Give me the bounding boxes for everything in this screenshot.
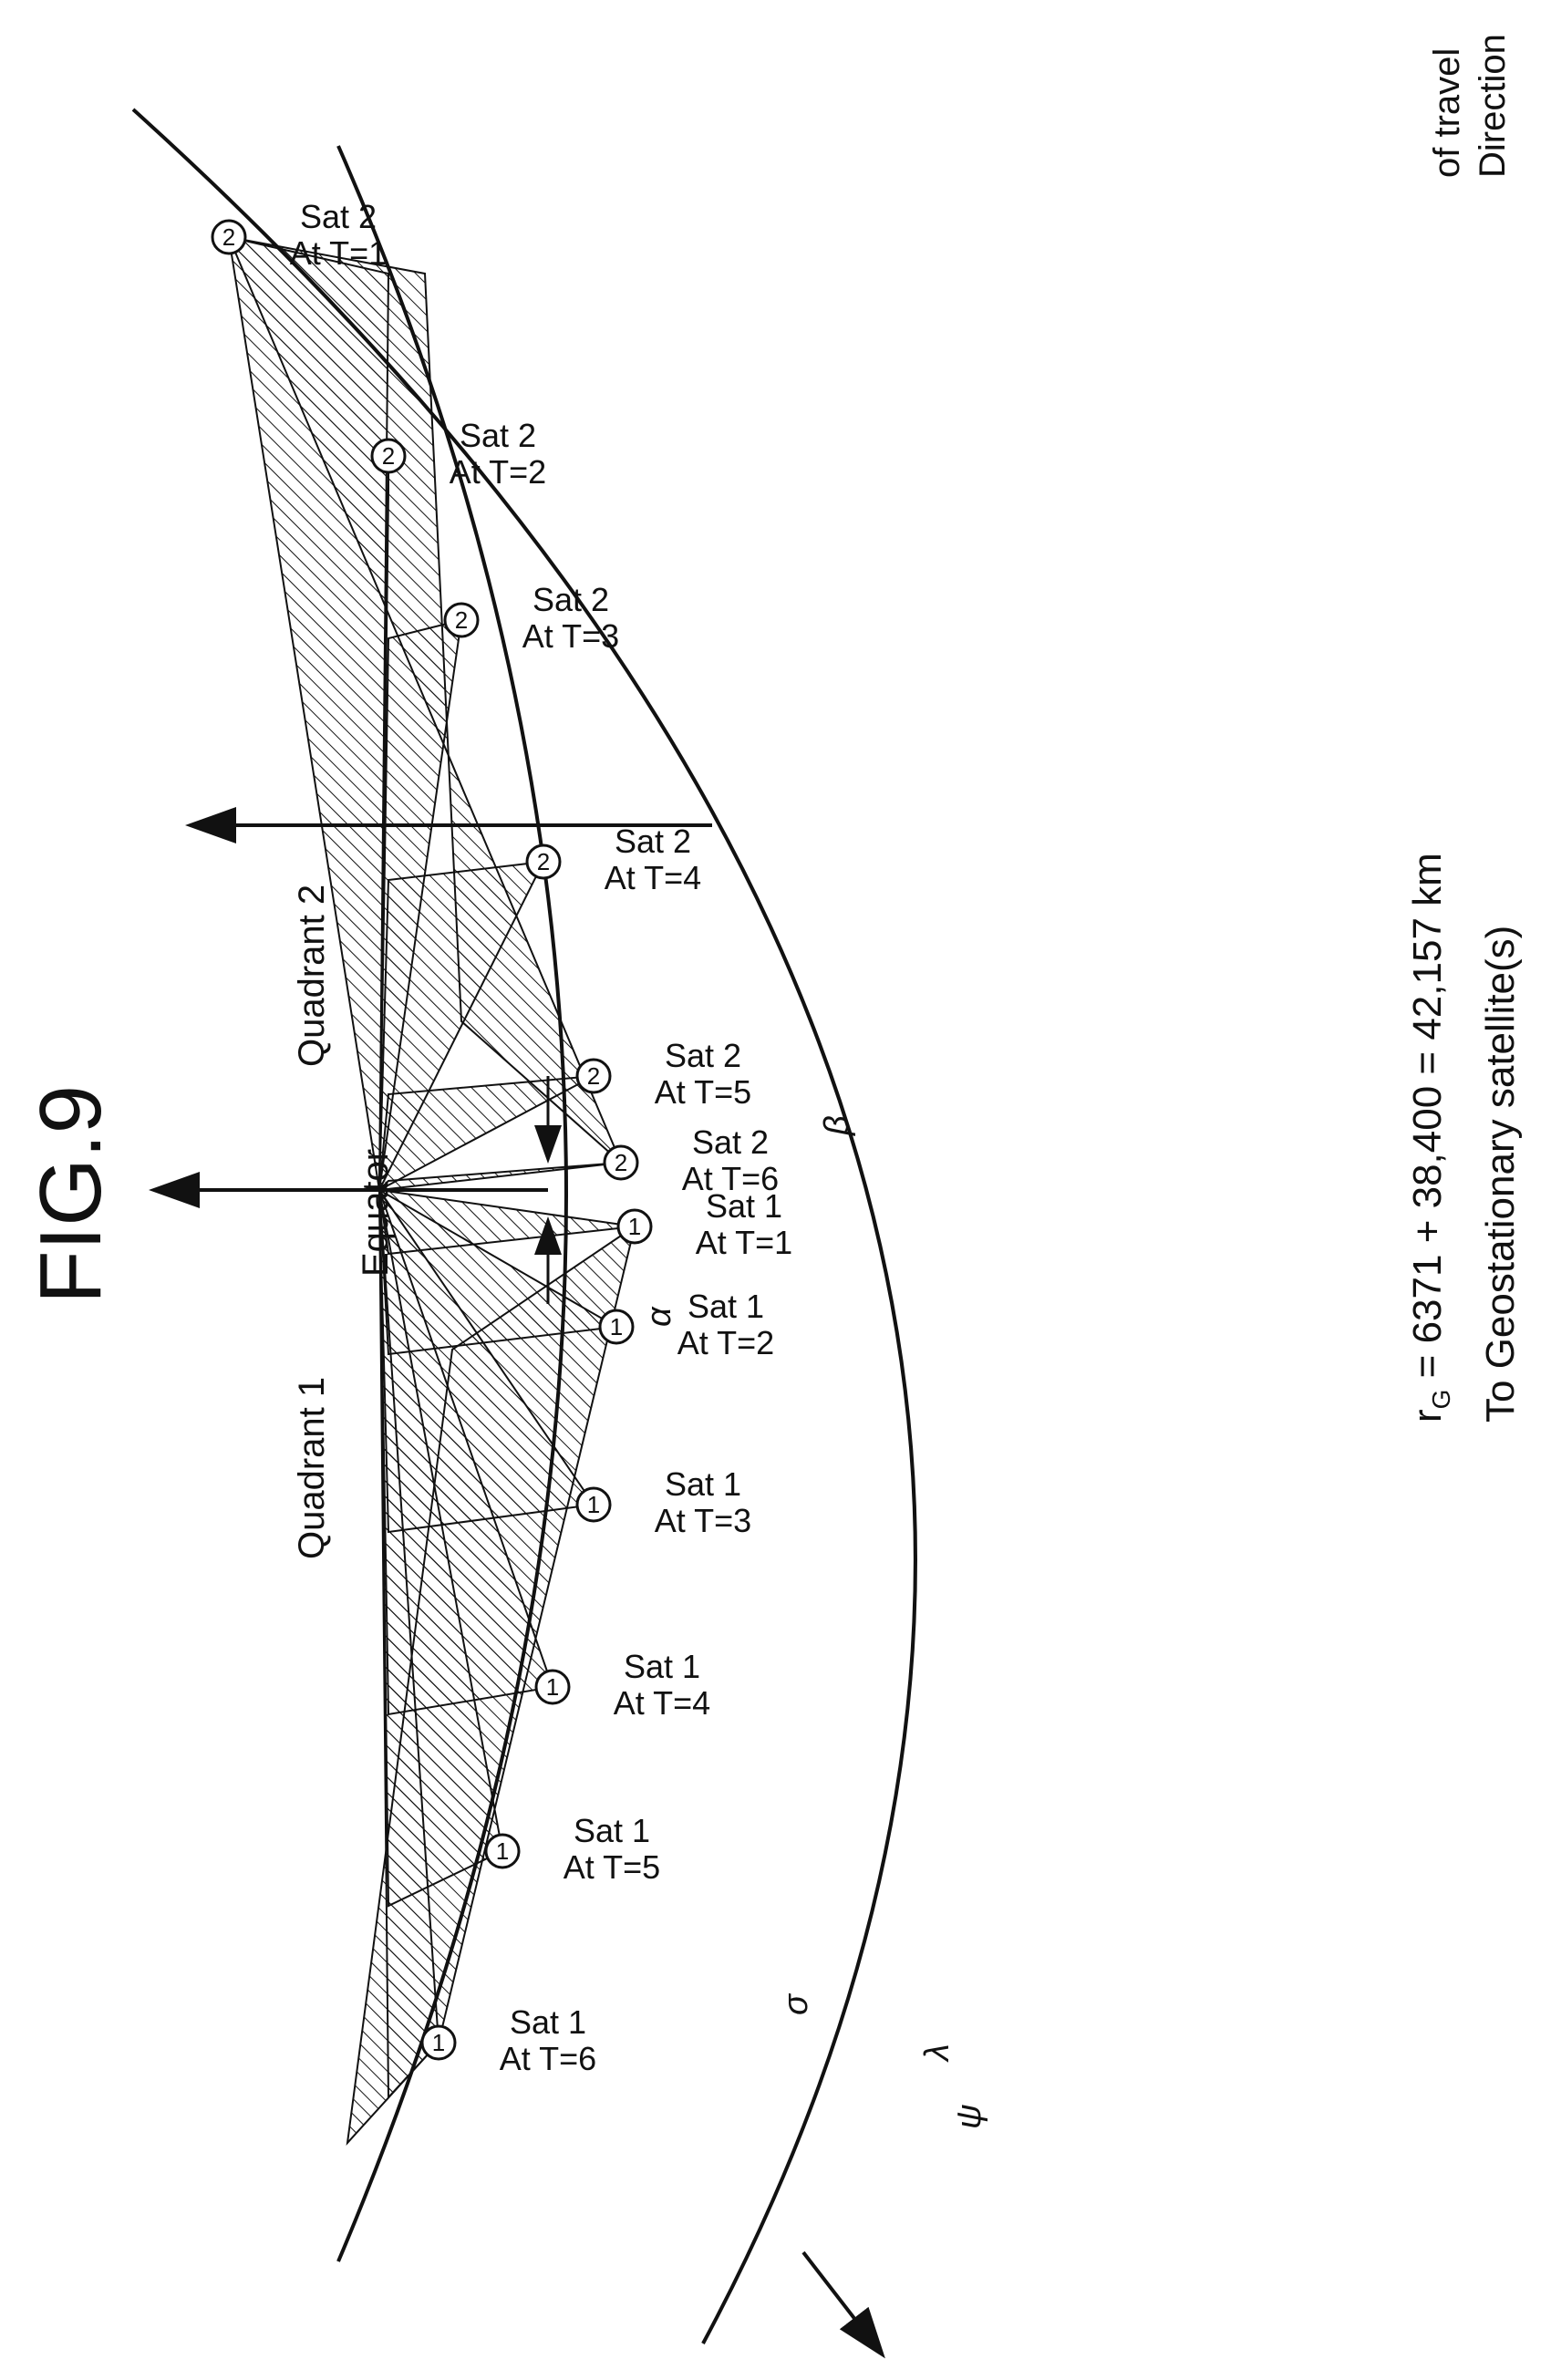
sat1-label-t1-sat: Sat 1 (706, 1187, 782, 1225)
sat1-marker-t2-number: 1 (610, 1313, 623, 1340)
sat2-marker-t1: 2 (212, 221, 245, 254)
sat2-label-t1-time: At T=1 (290, 234, 387, 272)
sat2-label-t3-time: At T=3 (522, 617, 619, 655)
sat2-marker-t5-number: 2 (587, 1062, 600, 1090)
sat1-label-t5-sat: Sat 1 (574, 1812, 650, 1849)
sat1-marker-t3: 1 (577, 1488, 610, 1521)
sat2-marker-t6-number: 2 (615, 1149, 627, 1176)
sat1-label-t6-time: At T=6 (500, 2040, 596, 2077)
sat2-label-t1-sat: Sat 2 (300, 198, 377, 235)
sat1-label-t4-time: At T=4 (614, 1684, 710, 1722)
sat2-label-t6-sat: Sat 2 (692, 1123, 769, 1161)
sat1-label-t1-time: At T=1 (696, 1224, 792, 1261)
sat2-marker-t4: 2 (527, 845, 560, 878)
header-line2: rG = 6371 + 38,400 = 42,157 km (1405, 853, 1455, 1423)
quadrant-2-label: Quadrant 2 (292, 885, 332, 1067)
sat1-label-t5-time: At T=5 (564, 1848, 660, 1886)
sat2-label-t2-sat: Sat 2 (460, 417, 536, 454)
sat1-marker-t3-number: 1 (587, 1491, 600, 1518)
sat1-label-t3-sat: Sat 1 (665, 1465, 741, 1503)
sat2-marker-t2-number: 2 (382, 442, 395, 470)
direction-line2: of travel (1427, 48, 1467, 178)
sat1-marker-t5: 1 (486, 1835, 519, 1868)
header-line1: To Geostationary satellite(s) (1478, 926, 1523, 1423)
sat1-label-t2-time: At T=2 (677, 1324, 774, 1361)
sat1-label-t2-sat: Sat 1 (688, 1288, 764, 1325)
sat1-label-t4-sat: Sat 1 (624, 1648, 700, 1685)
equator-label: Equator (356, 1149, 396, 1277)
sat2-marker-t2: 2 (372, 440, 405, 472)
sat1-marker-t1-number: 1 (628, 1213, 641, 1240)
sat2-label-t4-sat: Sat 2 (615, 823, 691, 860)
sat1-marker-t6: 1 (422, 2026, 455, 2059)
direction-arrow (803, 2252, 881, 2353)
sat2-marker-t5: 2 (577, 1060, 610, 1092)
figure-label: FIG.9 (22, 1085, 119, 1304)
sat2-label-t2-time: At T=2 (450, 453, 546, 491)
sat2-marker-t3: 2 (445, 604, 478, 636)
beta-symbol: β (818, 1115, 856, 1136)
sat2-label-t4-time: At T=4 (605, 859, 701, 896)
sat1-marker-t4: 1 (536, 1671, 569, 1703)
quadrant-1-label: Quadrant 1 (292, 1377, 332, 1559)
sat2-marker-t3-number: 2 (455, 606, 468, 634)
sat1-marker-t4-number: 1 (546, 1673, 559, 1701)
sat2-marker-t4-number: 2 (537, 848, 550, 875)
sat2-label-t5-sat: Sat 2 (665, 1037, 741, 1074)
sat1-marker-t6-number: 1 (432, 2029, 445, 2056)
sat2-label-t3-sat: Sat 2 (533, 581, 609, 618)
sat1-label-t6-sat: Sat 1 (510, 2003, 586, 2041)
sigma-symbol: σ (777, 1992, 815, 2015)
sat2-marker-t6: 2 (605, 1146, 637, 1179)
sat1-marker-t2: 1 (600, 1310, 633, 1343)
direction-line1: Direction (1473, 34, 1513, 178)
alpha-symbol: α (640, 1306, 678, 1327)
sat1-marker-t1: 1 (618, 1210, 651, 1243)
sat2-marker-t1-number: 2 (222, 223, 235, 251)
sat2-label-t5-time: At T=5 (655, 1073, 751, 1111)
psi-symbol: ψ (950, 2104, 988, 2129)
lambda-symbol: λ (918, 2044, 956, 2063)
sat1-label-t3-time: At T=3 (655, 1502, 751, 1539)
sat1-marker-t5-number: 1 (496, 1837, 509, 1865)
